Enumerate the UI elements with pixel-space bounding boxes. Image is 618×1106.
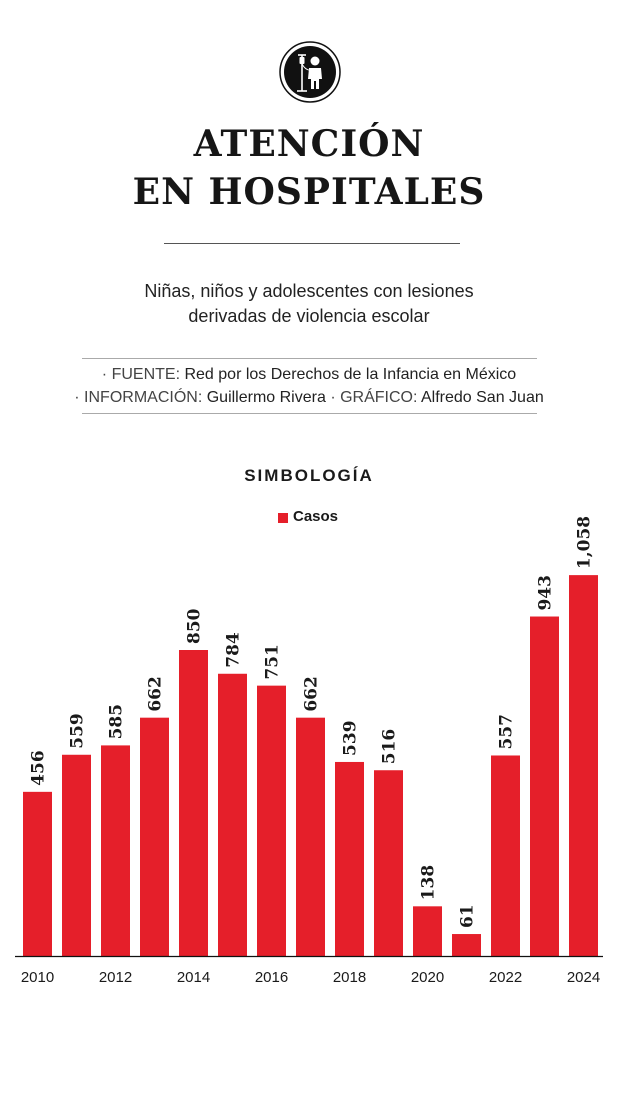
data-label-2023: 943 — [536, 575, 556, 611]
info-label: · INFORMACIÓN: — [74, 389, 203, 406]
chart-subtitle-line-2: derivadas de violencia escolar — [188, 306, 430, 326]
info-value: Guillermo Rivera — [206, 389, 326, 406]
legend-swatch — [278, 513, 288, 523]
x-tick-label-2016: 2016 — [255, 969, 288, 986]
data-label-2016: 751 — [263, 644, 283, 680]
chart-title-line-2: EN HOSPITALES — [132, 171, 486, 213]
bar-2012 — [101, 745, 130, 956]
x-tick-label-2012: 2012 — [99, 969, 132, 986]
bar-2011 — [62, 754, 91, 956]
x-tick-label-2018: 2018 — [333, 969, 366, 986]
source-credit: · FUENTE: Red por los Derechos de la Inf… — [0, 366, 618, 384]
data-label-2012: 585 — [107, 704, 127, 740]
bar-2016 — [257, 685, 286, 956]
x-tick-label-2020: 2020 — [411, 969, 444, 986]
credits-bottom-divider — [82, 413, 537, 414]
data-label-2010: 456 — [29, 750, 49, 786]
authors-credit: · INFORMACIÓN: Guillermo Rivera · GRÁFIC… — [0, 389, 618, 407]
data-label-2022: 557 — [497, 714, 517, 750]
legend-label: Casos — [293, 508, 339, 525]
bar-2024 — [569, 575, 598, 956]
x-tick-label-2010: 2010 — [21, 969, 54, 986]
bar-2019 — [374, 770, 403, 956]
data-label-2013: 662 — [146, 676, 166, 712]
bar-2014 — [179, 650, 208, 956]
graphic-label: · GRÁFICO: — [330, 389, 418, 406]
source-value: Red por los Derechos de la Infancia en M… — [184, 366, 517, 383]
graphic-value: Alfredo San Juan — [420, 389, 544, 406]
bar-2023 — [530, 616, 559, 956]
bar-2013 — [140, 717, 169, 956]
bar-2017 — [296, 717, 325, 956]
data-label-2011: 559 — [68, 713, 88, 749]
bar-2018 — [335, 761, 364, 956]
x-tick-label-2014: 2014 — [177, 969, 210, 986]
data-label-2021: 61 — [458, 904, 478, 928]
data-label-2024: 1,058 — [575, 516, 595, 569]
title-divider — [164, 243, 460, 244]
bar-2022 — [491, 755, 520, 956]
bar-2010 — [23, 791, 52, 956]
data-label-2020: 138 — [419, 865, 439, 901]
data-label-2019: 516 — [380, 729, 400, 765]
credits-top-divider — [82, 358, 537, 359]
chart-title-line-1: ATENCIÓN — [193, 123, 425, 165]
chart-subtitle-line-1: Niñas, niños y adolescentes con lesiones — [144, 281, 474, 301]
data-label-2017: 662 — [302, 676, 322, 712]
bar-2020 — [413, 906, 442, 956]
x-tick-label-2022: 2022 — [489, 969, 522, 986]
legend-title: SIMBOLOGÍA — [244, 466, 374, 485]
data-label-2015: 784 — [224, 632, 244, 668]
child-with-iv-drip-icon — [279, 41, 341, 103]
bar-2015 — [218, 673, 247, 956]
source-label: · FUENTE: — [101, 366, 181, 383]
bar-2021 — [452, 934, 481, 956]
x-tick-label-2024: 2024 — [567, 969, 600, 986]
data-label-2014: 850 — [185, 608, 205, 644]
data-label-2018: 539 — [341, 720, 361, 756]
